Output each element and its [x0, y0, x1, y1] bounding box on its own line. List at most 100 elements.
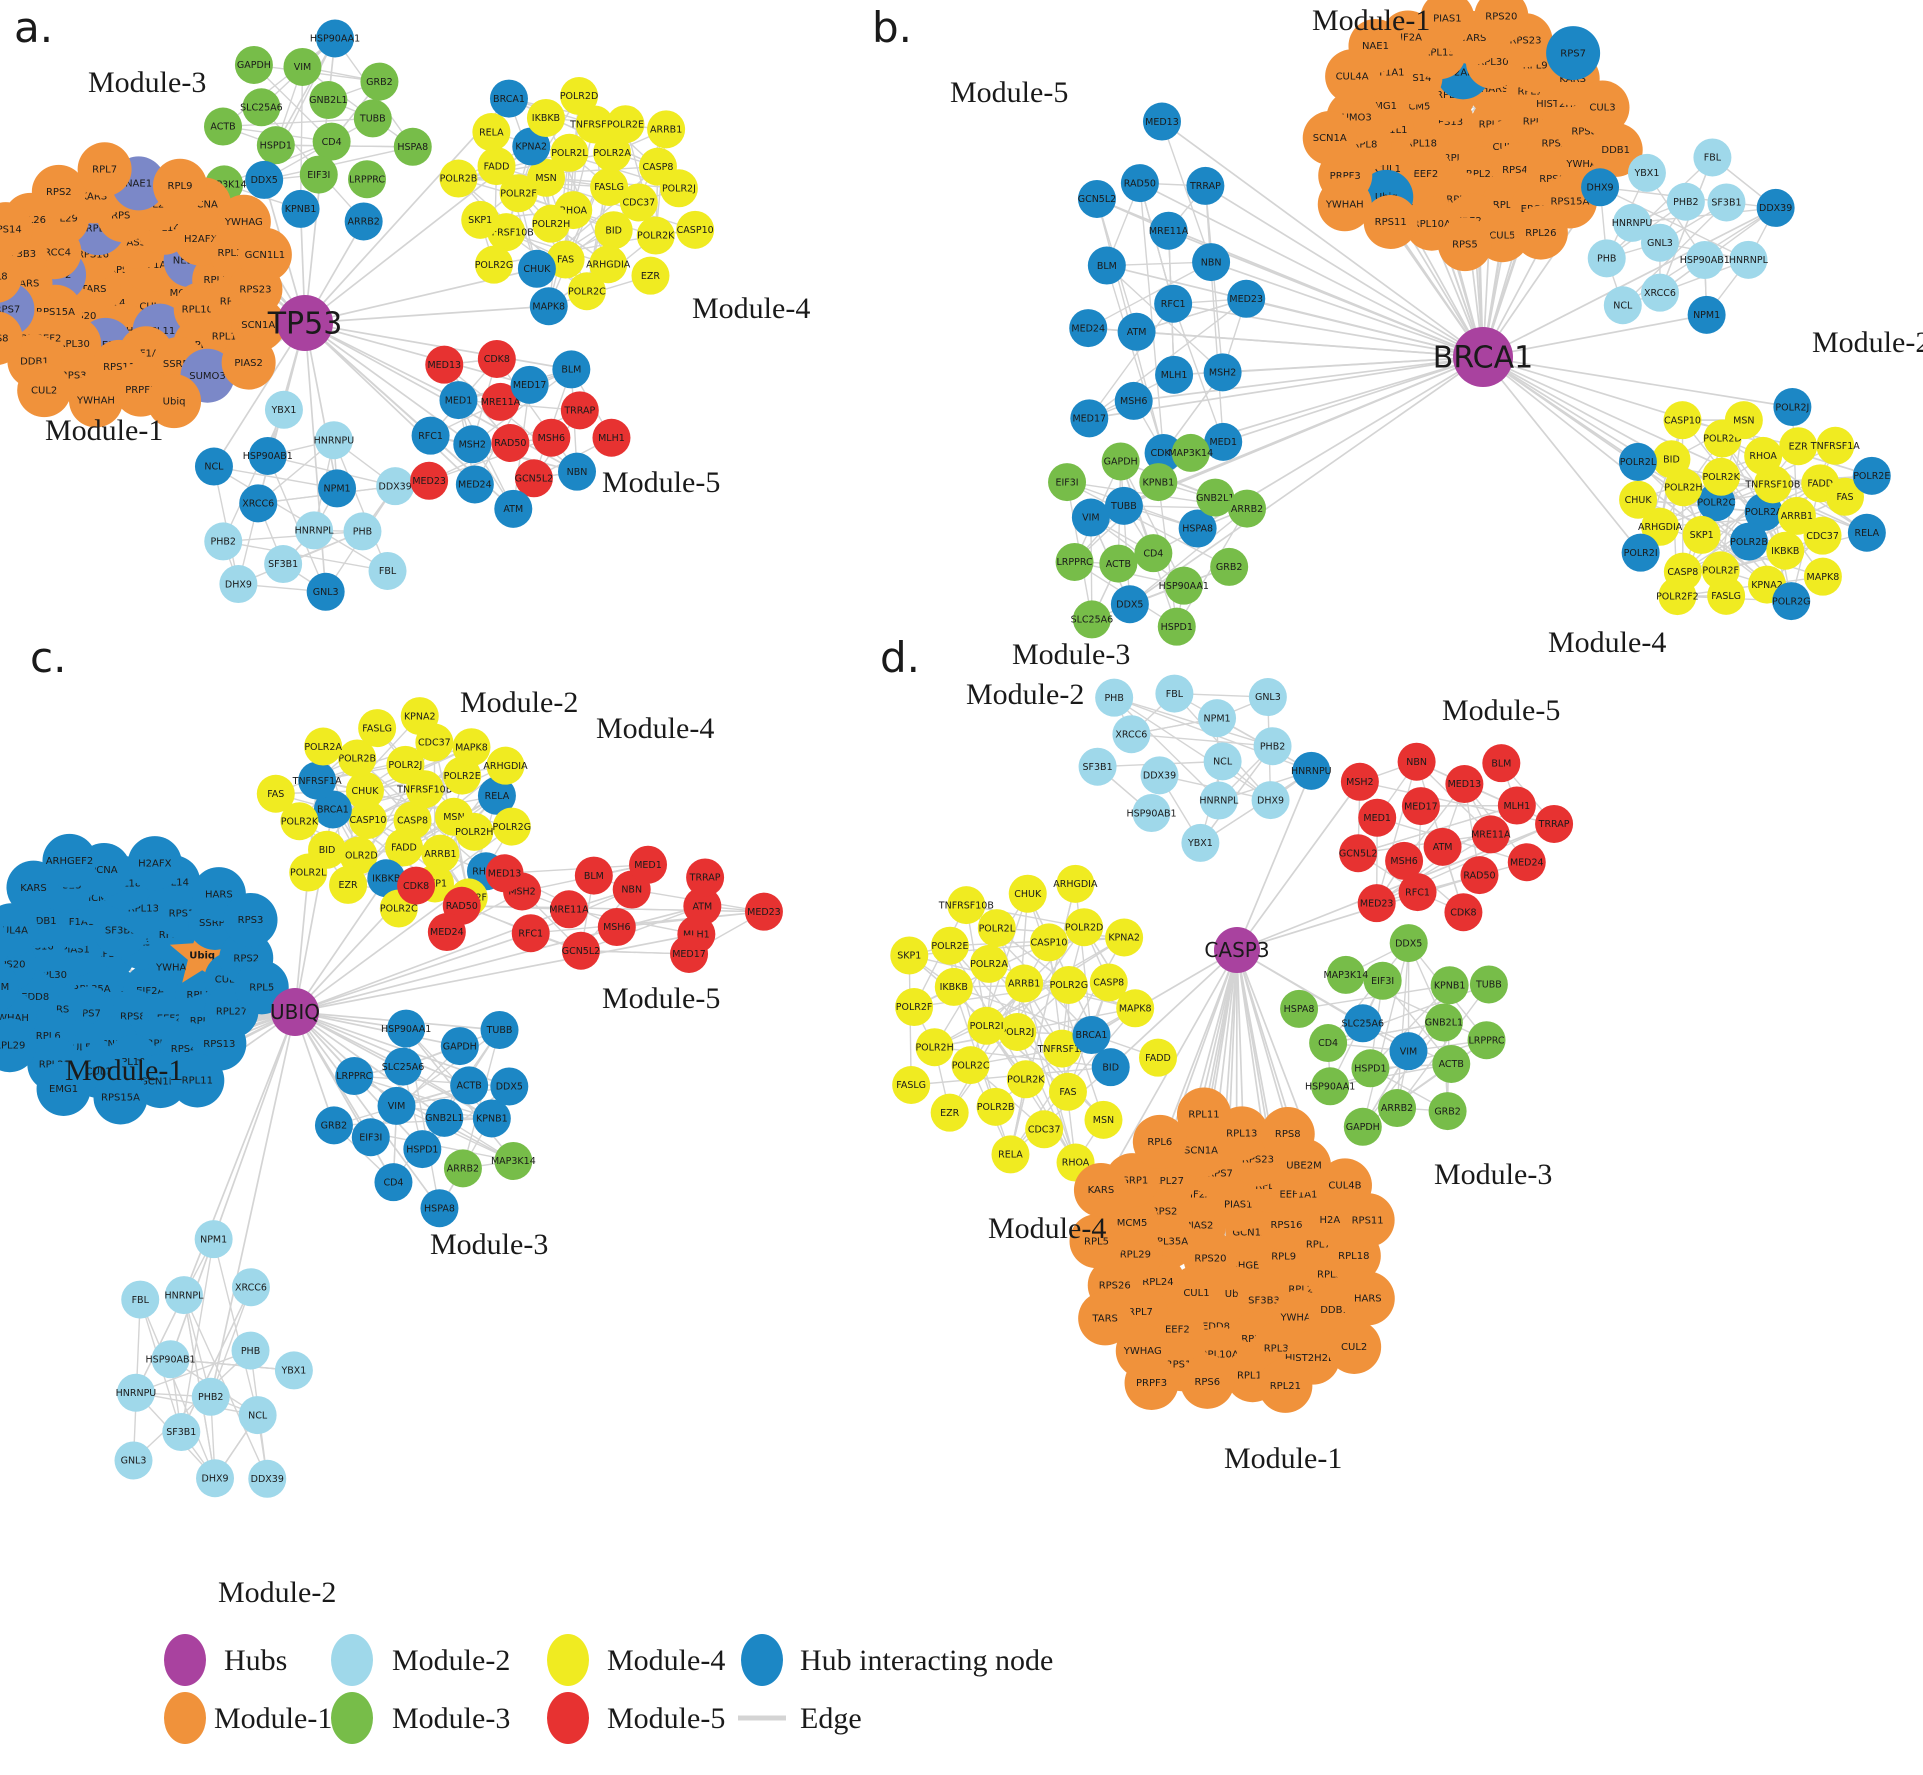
node-ATM: ATM — [1423, 827, 1462, 866]
gene-node-circle — [532, 418, 571, 457]
hub-node-circle — [277, 295, 333, 351]
node-BLM: BLM — [1482, 744, 1521, 783]
node-TARS: TARS — [1078, 1291, 1133, 1346]
gene-node-circle — [1302, 111, 1357, 166]
gene-node-circle — [248, 436, 287, 475]
hub-node-circle — [1214, 927, 1260, 973]
gene-node-circle — [455, 465, 494, 504]
gene-node-circle — [1340, 1271, 1395, 1326]
node-POLR2H: POLR2H — [532, 204, 570, 243]
edge — [1173, 302, 1484, 358]
gene-node-circle — [1078, 747, 1117, 786]
gene-node-circle — [529, 287, 568, 326]
gene-node-circle — [991, 1135, 1030, 1174]
edge — [139, 1299, 216, 1479]
gene-node-circle — [1142, 102, 1181, 141]
node-MSH6: MSH6 — [597, 908, 636, 947]
node-CHUK: CHUK — [1619, 480, 1658, 519]
node-MED24: MED24 — [427, 913, 466, 952]
node-HSPA8: HSPA8 — [1280, 989, 1319, 1028]
gene-node-circle — [245, 160, 284, 199]
legend: Hubs Module-1 Module-2 Module-3 Module-4 Modu… — [164, 1634, 1053, 1744]
edge — [264, 146, 413, 181]
gene-node-circle — [443, 1149, 482, 1188]
node-CDC37: CDC37 — [619, 183, 658, 222]
node-MAPK8: MAPK8 — [1803, 557, 1842, 596]
gene-node-circle — [280, 802, 319, 841]
gene-node-circle — [1340, 1193, 1395, 1248]
gene-node-circle — [453, 425, 492, 464]
gene-node-circle — [256, 774, 295, 813]
node-TUBB: TUBB — [480, 1010, 519, 1049]
gene-node-circle — [376, 467, 415, 506]
edge — [1113, 697, 1220, 802]
node-NCL: NCL — [238, 1396, 277, 1435]
gene-node-circle — [1401, 787, 1440, 826]
gene-node-circle — [1192, 243, 1231, 282]
edge — [1631, 207, 1776, 224]
module-label-a-module-4: Module-4 — [692, 292, 810, 325]
node-MAPK8: MAPK8 — [452, 728, 491, 767]
node-POLR2H: POLR2H — [915, 1028, 954, 1067]
node-ARHGDIA: ARHGDIA — [1053, 864, 1098, 903]
gene-node-circle — [670, 934, 709, 973]
gene-node-circle — [947, 886, 986, 925]
node-CDK8: CDK8 — [1444, 893, 1483, 932]
node-SKP1: SKP1 — [1682, 515, 1721, 554]
gene-node-circle — [511, 914, 550, 953]
node-MAPK8: MAPK8 — [529, 287, 568, 326]
gene-node-circle — [0, 249, 23, 303]
edge — [1482, 356, 1639, 463]
node-FAS: FAS — [256, 774, 295, 813]
gene-node-circle — [1070, 399, 1109, 438]
edge — [294, 877, 387, 1013]
gene-node-circle — [1613, 203, 1652, 242]
node-ARHGEF2: ARHGEF2 — [42, 833, 97, 888]
edge — [210, 1286, 252, 1398]
gene-node-circle — [377, 1086, 416, 1125]
gene-node-circle — [629, 845, 668, 884]
module-label-d-module-5: Module-5 — [1442, 694, 1560, 727]
node-EZR: EZR — [1779, 427, 1818, 466]
node-VIM: VIM — [377, 1086, 416, 1125]
gene-node-circle — [0, 311, 23, 365]
gene-node-circle — [1069, 1214, 1124, 1269]
node-RELA: RELA — [1847, 513, 1886, 552]
node-NPM1: NPM1 — [1687, 295, 1726, 334]
gene-node-circle — [1065, 908, 1104, 947]
gene-node-circle — [1181, 823, 1220, 862]
node-HSPD1: HSPD1 — [1351, 1049, 1390, 1088]
node-RPL9: RPL9 — [152, 158, 207, 213]
legend-item-label: Module-4 — [607, 1644, 725, 1677]
gene-node-circle — [499, 174, 538, 213]
gene-node-circle — [164, 1276, 203, 1315]
node-GAPDH: GAPDH — [440, 1027, 479, 1066]
node-BLM: BLM — [1087, 246, 1126, 285]
node-SF3B1: SF3B1 — [264, 545, 303, 584]
gene-node-circle — [0, 923, 11, 967]
gene-node-circle — [1621, 533, 1660, 572]
gene-node-circle — [1149, 211, 1188, 250]
node-HSPA8: HSPA8 — [420, 1189, 459, 1228]
gene-node-circle — [647, 110, 686, 149]
node-KPNB1: KPNB1 — [281, 189, 320, 228]
module-label-c-module-3: Module-3 — [430, 1228, 548, 1261]
edge — [294, 1011, 460, 1047]
gene-node-circle — [295, 511, 334, 550]
gene-node-circle — [890, 936, 929, 975]
gene-node-circle — [597, 908, 636, 947]
node-GAPDH: GAPDH — [1343, 1107, 1382, 1146]
gene-node-circle — [77, 142, 132, 197]
edge — [1396, 984, 1490, 1109]
node-MED1: MED1 — [1358, 798, 1397, 837]
edge — [1161, 120, 1484, 358]
node-POLR2E: POLR2E — [1852, 456, 1891, 495]
gene-node-circle — [1311, 1067, 1350, 1106]
gene-node-circle — [31, 164, 86, 219]
gene-node-circle — [934, 967, 973, 1006]
gene-node-circle — [1424, 1003, 1463, 1042]
module-label-a-module-1: Module-1 — [45, 414, 163, 447]
node-ARRB2: ARRB2 — [1378, 1089, 1417, 1128]
gene-node-circle — [472, 1099, 511, 1138]
gene-node-circle — [550, 890, 589, 929]
